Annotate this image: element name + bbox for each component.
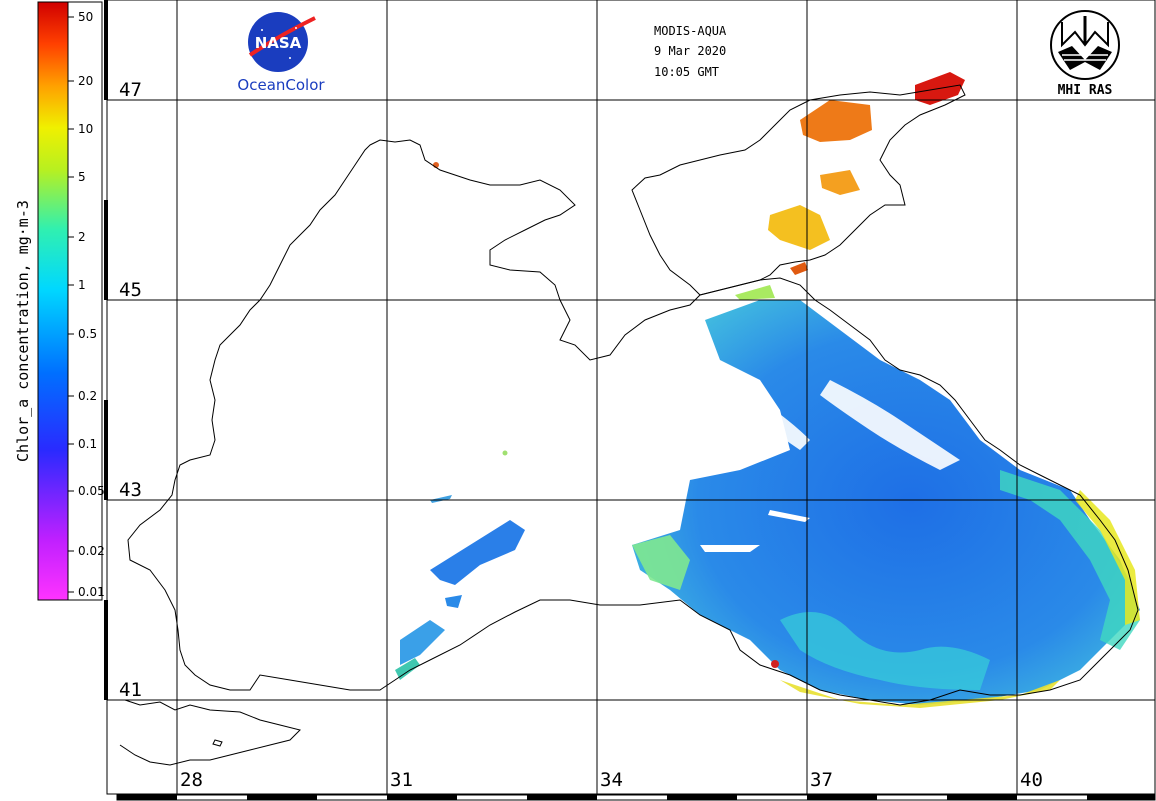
colorbar-tick-label: 50 [78, 10, 93, 24]
latitude-labels: 47 45 43 41 [119, 79, 142, 701]
mhi-ras-text: MHI RAS [1058, 83, 1113, 98]
longitude-labels: 28 31 34 37 40 [180, 769, 1043, 791]
oceancolor-text: OceanColor [237, 76, 325, 94]
acquisition-date: 9 Mar 2020 [654, 44, 726, 58]
colorbar-tick-label: 1 [78, 278, 86, 292]
longitude-label: 37 [810, 769, 833, 791]
colorbar-tick-label: 10 [78, 122, 93, 136]
mhi-ras-logo: MHI RAS [1050, 10, 1120, 98]
colorbar-tick-label: 20 [78, 74, 93, 88]
bottom-scale [116, 794, 1156, 801]
nasa-logo-text: NASA [255, 34, 302, 52]
colorbar-tick-label: 0.5 [78, 327, 97, 341]
sensor-name: MODIS-AQUA [654, 24, 727, 38]
colorbar-tick-label: 0.02 [78, 544, 105, 558]
latitude-label: 41 [119, 679, 142, 701]
chlorophyll-azov [433, 72, 965, 300]
longitude-label: 34 [600, 769, 623, 791]
colorbar-title: Chlor_a concentration, mg·m-3 [14, 200, 32, 462]
colorbar-tick-label: 2 [78, 230, 86, 244]
longitude-label: 31 [390, 769, 413, 791]
colorbar-tick-label: 5 [78, 170, 86, 184]
latitude-label: 47 [119, 79, 142, 101]
chlorophyll-west-patches [395, 450, 525, 680]
colorbar: 50 20 10 5 2 1 0.5 0.2 0.1 0.05 0.02 0.01 Chlor_a c… [14, 1, 105, 601]
graticule [107, 0, 1155, 794]
longitude-label: 28 [180, 769, 203, 791]
colorbar-tick-label: 0.05 [78, 484, 105, 498]
map-frame [106, 0, 1156, 795]
colorbar-tick-label: 0.2 [78, 389, 97, 403]
image-header: MODIS-AQUA 9 Mar 2020 10:05 GMT [654, 24, 727, 79]
acquisition-time: 10:05 GMT [654, 65, 719, 79]
chlorophyll-sea-patch [632, 300, 1140, 708]
latitude-label: 45 [119, 279, 142, 301]
latitude-label: 43 [119, 479, 142, 501]
nasa-logo: NASA OceanColor [237, 12, 325, 94]
colorbar-tick-label: 0.1 [78, 437, 97, 451]
colorbar-tick-label: 0.01 [78, 585, 105, 599]
coastline [119, 84, 1139, 766]
longitude-label: 40 [1020, 769, 1043, 791]
